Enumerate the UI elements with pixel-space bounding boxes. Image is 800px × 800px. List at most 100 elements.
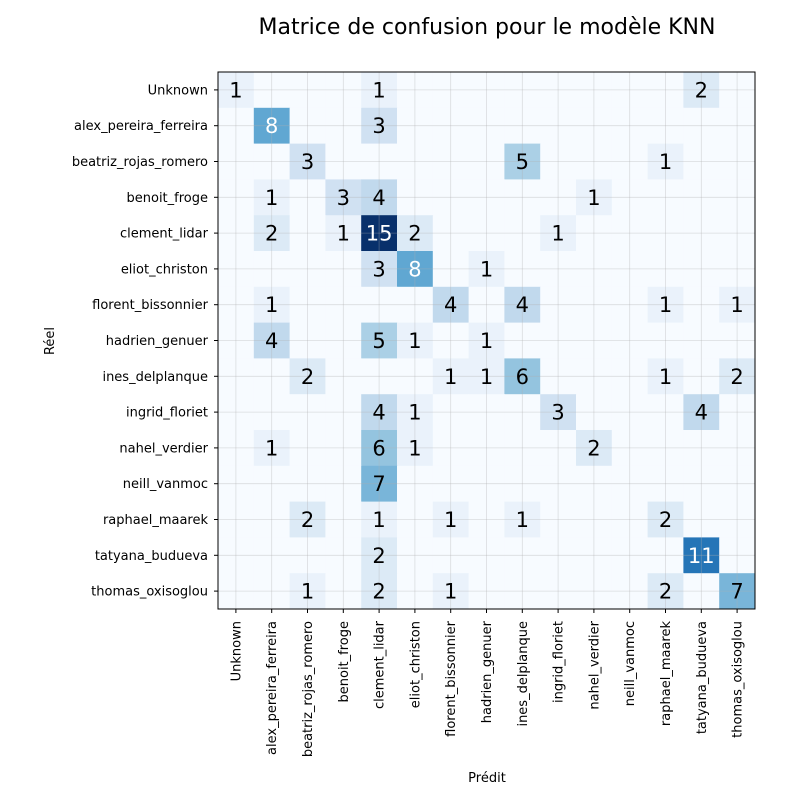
heatmap-cell (504, 251, 541, 288)
heatmap-cell (647, 430, 684, 467)
cell-value: 1 (265, 436, 278, 460)
heatmap-cell (647, 179, 684, 216)
heatmap-cell (647, 286, 684, 324)
heatmap-cell (468, 358, 505, 395)
heatmap-cell (361, 394, 398, 431)
x-tick-label: raphael_maarek (659, 621, 674, 727)
heatmap-cell (611, 107, 649, 145)
cell-value: 8 (408, 257, 421, 281)
heatmap-cell (361, 286, 398, 324)
heatmap-cell (719, 179, 756, 216)
heatmap-cell (683, 465, 720, 503)
heatmap-cell (218, 215, 255, 252)
cell-value: 2 (372, 544, 385, 568)
cell-value: 2 (659, 580, 672, 604)
heatmap-cell (253, 430, 291, 467)
heatmap-cell (576, 501, 613, 538)
x-tick-label: thomas_oxisoglou (731, 621, 746, 738)
heatmap-cell (540, 72, 577, 109)
heatmap-cell (576, 358, 613, 395)
x-axis-label: Prédit (468, 771, 506, 786)
cell-value: 2 (587, 436, 600, 460)
heatmap-cell (361, 573, 398, 610)
heatmap-cell (540, 573, 577, 610)
heatmap-cell (576, 465, 613, 503)
heatmap-cell (361, 465, 398, 503)
heatmap-cell (468, 465, 505, 503)
heatmap-cell (289, 215, 326, 252)
heatmap-cell (540, 215, 577, 252)
cell-value: 15 (366, 222, 393, 246)
heatmap-cell (218, 72, 255, 109)
cell-value: 1 (551, 222, 564, 246)
y-tick-label: raphael_maarek (103, 513, 209, 528)
heatmap-cell (289, 143, 326, 180)
cell-value: 2 (695, 78, 708, 102)
heatmap-cell (611, 394, 649, 431)
heatmap-cell (397, 143, 434, 180)
cell-value: 1 (659, 365, 672, 389)
heatmap-cell (468, 573, 505, 610)
heatmap-cell (647, 501, 684, 538)
heatmap-cell (218, 251, 255, 288)
heatmap-cell (576, 143, 613, 180)
x-tick-label: Unknown (229, 621, 244, 681)
heatmap-cell (504, 322, 541, 359)
cell-value: 3 (337, 186, 350, 210)
heatmap-cell (397, 394, 434, 431)
chart-title: Matrice de confusion pour le modèle KNN (259, 15, 716, 40)
heatmap-cell (361, 143, 398, 180)
heatmap-cell (611, 573, 649, 610)
heatmap-cell (361, 322, 398, 359)
heatmap-cell (683, 215, 720, 252)
heatmap-cell (719, 286, 756, 324)
cell-value: 1 (265, 293, 278, 317)
heatmap-cell (468, 394, 505, 431)
cell-value: 2 (730, 365, 743, 389)
heatmap-cell (289, 251, 326, 288)
y-tick-label: tatyana_budueva (95, 549, 208, 564)
heatmap-cell (397, 179, 434, 216)
heatmap-cell (468, 322, 505, 359)
cell-value: 2 (265, 222, 278, 246)
heatmap-cell (540, 179, 577, 216)
heatmap-cell (325, 430, 362, 467)
heatmap-cell (719, 107, 756, 145)
heatmap-cell (432, 573, 470, 610)
cell-value: 11 (688, 544, 715, 568)
heatmap-cell (576, 251, 613, 288)
heatmap-cell (719, 465, 756, 503)
heatmap-cell (683, 394, 720, 431)
heatmap-cell (253, 322, 291, 359)
heatmap-cell (683, 322, 720, 359)
y-tick-label: neill_vanmoc (123, 477, 208, 492)
cell-value: 1 (229, 78, 242, 102)
y-tick-label: eliot_christon (121, 262, 208, 277)
cell-value: 4 (265, 329, 278, 353)
heatmap-cell (468, 72, 505, 109)
heatmap-cell (432, 143, 470, 180)
heatmap-cell (647, 251, 684, 288)
heatmap-cell (432, 394, 470, 431)
y-tick-label: ingrid_floriet (126, 406, 208, 421)
x-tick-label: alex_pereira_ferreira (265, 621, 280, 755)
heatmap-cell (325, 322, 362, 359)
heatmap-cell (540, 251, 577, 288)
heatmap-cell (289, 573, 326, 610)
heatmap-cell (576, 430, 613, 467)
heatmap-cell (289, 107, 326, 145)
heatmap-cell (576, 179, 613, 216)
heatmap-cell (325, 286, 362, 324)
heatmap-cell (647, 537, 684, 574)
heatmap-cell (719, 143, 756, 180)
heatmap-cell (647, 465, 684, 503)
heatmap-cell (397, 573, 434, 610)
heatmap-cell (468, 107, 505, 145)
heatmap-cell (504, 394, 541, 431)
heatmap-cell (397, 430, 434, 467)
heatmap-cell (253, 537, 291, 574)
heatmap-cell (361, 358, 398, 395)
cell-value: 1 (337, 222, 350, 246)
x-tick-label: beatriz_rojas_romero (301, 621, 316, 757)
